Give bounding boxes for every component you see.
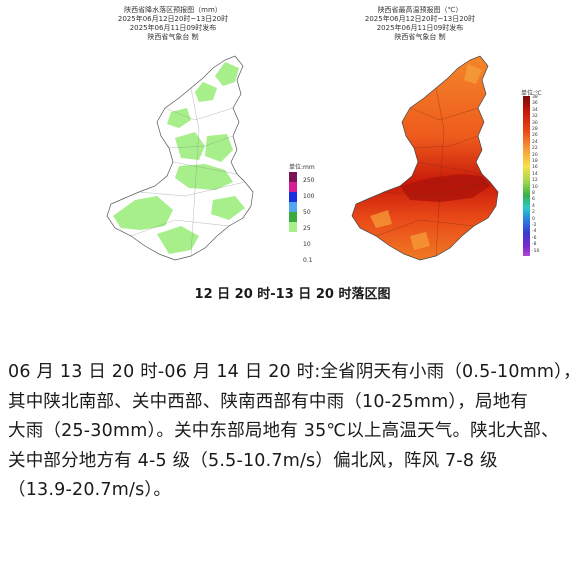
legend-label-250: 250	[303, 177, 315, 184]
temp-scale-label: 32	[532, 114, 538, 120]
temp-scale-label: 10	[532, 184, 538, 190]
precip-issued-line: 2025年06月11日09时发布	[129, 24, 217, 32]
temp-mild-patches	[370, 64, 482, 250]
temp-issued-line: 2025年06月11日09时发布	[376, 24, 464, 32]
precip-map	[106, 55, 254, 261]
temp-scale-label: 36	[532, 101, 538, 107]
temp-province-shape	[351, 55, 499, 261]
temp-scale-label: -8	[532, 242, 537, 248]
legend-swatch-10	[289, 212, 297, 222]
precip-light-rain-areas	[113, 62, 245, 254]
temp-scale-label: 0	[532, 216, 535, 222]
temp-scale-label: 30	[532, 120, 538, 126]
legend-label-50: 50	[303, 209, 311, 216]
forecast-maps: 陕西省降水落区预报图（mm） 2025年06月12日20时~13日20时 202…	[0, 0, 585, 268]
temp-scale-label: 28	[532, 127, 538, 132]
temp-scale-label: 2	[532, 210, 535, 216]
legend-swatch-250	[289, 172, 297, 182]
temp-scale-label: 6	[532, 197, 535, 203]
temp-color-scale	[523, 96, 530, 256]
legend-swatch-100	[289, 182, 297, 192]
temp-title-line: 陕西省最高温预报图（℃）	[377, 6, 463, 14]
temp-scale-label: -4	[532, 229, 537, 235]
temp-scale-label: 8	[532, 191, 535, 196]
legend-label-10: 10	[303, 241, 311, 248]
temp-scale-label: 18	[532, 159, 538, 164]
precip-legend-title: 单位:mm	[289, 164, 315, 171]
precip-county-borders	[130, 87, 246, 257]
temp-map-title: 陕西省最高温预报图（℃） 2025年06月12日20时~13日20时 2025年…	[300, 6, 540, 42]
temp-scale-label: -6	[532, 235, 537, 241]
paragraph-line: 大雨（25-30mm）。关中东部局地有 35℃以上高温天气。陕北大部、	[8, 421, 559, 441]
temp-scale-label: 34	[532, 107, 538, 113]
temp-scale-label: 22	[532, 146, 538, 152]
paragraph-line: 06 月 13 日 20 时-06 月 14 日 20 时:全省阴天有小雨（0.…	[8, 362, 581, 382]
precip-period-line: 2025年06月12日20时~13日20时	[117, 15, 229, 23]
temp-scale-label: -2	[532, 223, 537, 228]
temp-scale-label: 14	[532, 171, 538, 177]
legend-label-25: 25	[303, 225, 311, 232]
temp-scale-label: 26	[532, 133, 538, 139]
precip-map-title: 陕西省降水落区预报图（mm） 2025年06月12日20时~13日20时 202…	[53, 6, 293, 42]
legend-label-0-1: 0.1	[303, 257, 313, 264]
temp-county-borders	[375, 87, 491, 257]
temp-period-line: 2025年06月12日20时~13日20时	[364, 15, 476, 23]
temp-scale-label: 38	[532, 95, 538, 100]
temp-map	[351, 55, 499, 261]
legend-swatch-0-1	[289, 222, 297, 232]
paragraph-line: 其中陕北南部、关中西部、陕南西部有中雨（10-25mm），局地有	[8, 391, 529, 412]
map-caption: 12 日 20 时-13 日 20 时落区图	[194, 287, 391, 302]
legend-swatch-25	[289, 202, 297, 212]
temp-legend-title: 单位:℃	[521, 90, 542, 97]
temp-scale-label: 12	[532, 178, 538, 184]
temp-scale-label: 16	[532, 165, 538, 171]
temp-scale-label: 24	[532, 139, 538, 145]
legend-label-100: 100	[303, 193, 315, 200]
precip-title-line: 陕西省降水落区预报图（mm）	[124, 6, 222, 14]
precip-agency-line: 陕西省气象台 制	[147, 33, 199, 41]
forecast-paragraph: 06 月 13 日 20 时-06 月 14 日 20 时:全省阴天有小雨（0.…	[8, 358, 581, 506]
paragraph-line: （13.9-20.7m/s）。	[8, 480, 172, 500]
temp-scale-label: -10	[532, 248, 540, 254]
temp-agency-line: 陕西省气象台 制	[394, 33, 446, 41]
temp-scale-label: 20	[532, 152, 538, 158]
temp-hot-zone	[400, 174, 490, 202]
paragraph-line: 关中部分地方有 4-5 级（5.5-10.7m/s）偏北风，阵风 7-8 级	[8, 450, 498, 471]
temp-scale-label: 4	[532, 203, 535, 209]
legend-swatch-50	[289, 192, 297, 202]
